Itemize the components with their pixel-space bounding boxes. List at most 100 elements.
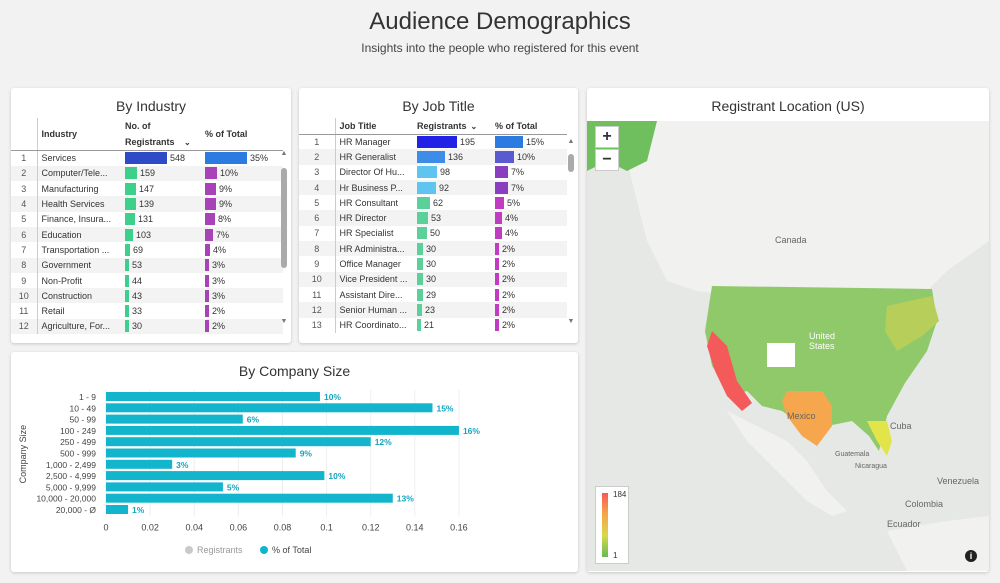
pct-bar: [495, 196, 504, 209]
pct-cell: 15%: [491, 134, 567, 149]
jobtitle-scrollbar[interactable]: ▲ ▼: [567, 138, 575, 328]
bar: [106, 392, 320, 401]
count-bar: [125, 167, 137, 180]
zoom-in-button[interactable]: +: [595, 126, 619, 148]
map-canvas[interactable]: Canada United States Mexico Cuba Guatema…: [587, 121, 989, 571]
count-cell: 195: [413, 134, 491, 149]
pct-cell: 3%: [201, 288, 283, 304]
table-row[interactable]: 7 Transportation ... 69 4%: [11, 242, 283, 258]
table-row[interactable]: 11 Retail 33 2%: [11, 303, 283, 319]
col-industry[interactable]: Industry: [37, 118, 121, 151]
pct-value: 2%: [502, 304, 516, 315]
count-bar: [417, 227, 427, 240]
state-northeast: [885, 296, 939, 351]
pct-bar: [205, 198, 216, 211]
table-row[interactable]: 12 Agriculture, For... 30 2%: [11, 318, 283, 335]
pct-value: 4%: [505, 228, 519, 239]
row-number: 4: [11, 196, 38, 212]
col-registrants[interactable]: No. of Registrants ⌄: [121, 118, 201, 151]
table-row[interactable]: 5 HR Consultant 62 5%: [299, 195, 567, 211]
scroll-down-icon[interactable]: ▼: [567, 318, 575, 325]
data-label: 9%: [300, 449, 313, 459]
table-row[interactable]: 10 Vice President ... 30 2%: [299, 271, 567, 287]
table-row[interactable]: 3 Manufacturing 147 9%: [11, 181, 283, 197]
zoom-out-button[interactable]: −: [595, 149, 619, 171]
table-row[interactable]: 5 Finance, Insura... 131 8%: [11, 211, 283, 227]
col-pct[interactable]: % of Total: [201, 118, 283, 151]
table-row[interactable]: 3 Director Of Hu... 98 7%: [299, 164, 567, 180]
industry-scrollbar[interactable]: ▲ ▼: [280, 150, 288, 330]
x-tick-label: 0.1: [320, 522, 333, 532]
table-row[interactable]: 7 HR Specialist 50 4%: [299, 225, 567, 242]
table-row[interactable]: 8 Government 53 3%: [11, 257, 283, 273]
pct-cell: 2%: [491, 271, 567, 287]
col-jobtitle[interactable]: Job Title: [335, 118, 413, 135]
scroll-thumb[interactable]: [568, 154, 574, 172]
table-row[interactable]: 10 Construction 43 3%: [11, 288, 283, 304]
table-row[interactable]: 2 Computer/Tele... 159 10%: [11, 165, 283, 182]
table-row[interactable]: 1 Services 548 35%: [11, 150, 283, 166]
info-icon[interactable]: i: [965, 550, 977, 562]
data-label: 16%: [463, 426, 480, 436]
row-number: 9: [11, 272, 38, 289]
companysize-chart: 0 0.02 0.04 0.06 0.08 0.1 0.12 0.14 0.16 1 - 9 10%…: [18, 390, 480, 555]
row-number: 8: [11, 257, 38, 273]
bar: [106, 471, 325, 481]
count-value: 131: [138, 214, 154, 225]
pct-cell: 9%: [201, 196, 283, 212]
bar: [106, 505, 129, 514]
count-value: 30: [426, 274, 437, 285]
pct-cell: 4%: [491, 226, 567, 241]
table-row[interactable]: 6 HR Director 53 4%: [299, 210, 567, 226]
sort-desc-icon[interactable]: ⌄: [470, 121, 478, 131]
scroll-up-icon[interactable]: ▲: [567, 138, 575, 145]
count-bar: [417, 319, 421, 332]
pct-bar: [205, 228, 213, 241]
count-value: 30: [426, 259, 437, 270]
table-row[interactable]: 6 Education 103 7%: [11, 226, 283, 243]
pct-value: 2%: [212, 306, 226, 317]
count-bar: [125, 289, 129, 302]
pct-cell: 5%: [491, 195, 567, 210]
table-row[interactable]: 4 Hr Business P... 92 7%: [299, 179, 567, 196]
map-legend: 184 1: [595, 486, 629, 564]
count-value: 136: [448, 151, 464, 162]
sort-desc-icon[interactable]: ⌄: [184, 138, 191, 147]
count-bar: [125, 320, 129, 333]
table-row[interactable]: 9 Office Manager 30 2%: [299, 256, 567, 272]
table-row[interactable]: 2 HR Generalist 136 10%: [299, 149, 567, 165]
table-row[interactable]: 4 Health Services 139 9%: [11, 196, 283, 212]
row-name: Services: [41, 153, 77, 164]
col-registrants[interactable]: Registrants ⌄: [413, 118, 491, 135]
row-name: Senior Human ...: [335, 302, 413, 318]
us-mainland: [705, 286, 937, 451]
land-north-america: [587, 121, 989, 321]
count-cell: 103: [121, 226, 201, 243]
row-number: 11: [11, 303, 38, 319]
table-row[interactable]: 11 Assistant Dire... 29 2%: [299, 286, 567, 303]
scroll-up-icon[interactable]: ▲: [280, 150, 288, 157]
scroll-thumb[interactable]: [281, 168, 287, 268]
col-registrants-label: No. of Registrants: [125, 121, 175, 147]
col-pct[interactable]: % of Total: [491, 118, 567, 135]
pct-cell: 4%: [201, 242, 283, 257]
pct-cell: 2%: [491, 302, 567, 318]
row-name: HR Generalist: [335, 149, 413, 165]
pct-bar: [205, 274, 209, 287]
table-row[interactable]: 13 HR Coordinato... 21 2%: [299, 317, 567, 333]
pct-cell: 3%: [201, 273, 283, 288]
legend-max: 184: [613, 490, 627, 499]
row-number: 8: [299, 241, 336, 257]
row-number: 5: [11, 211, 38, 227]
count-cell: 33: [121, 303, 201, 318]
table-row[interactable]: 8 HR Administra... 30 2%: [299, 241, 567, 257]
table-row[interactable]: 9 Non-Profit 44 3%: [11, 272, 283, 289]
data-label: 5%: [227, 482, 240, 492]
scroll-down-icon[interactable]: ▼: [280, 318, 288, 325]
pct-value: 3%: [212, 275, 226, 286]
table-row[interactable]: 12 Senior Human ... 23 2%: [299, 302, 567, 318]
count-bar: [417, 273, 423, 286]
pct-bar: [205, 320, 209, 333]
table-row[interactable]: 1 HR Manager 195 15%: [299, 134, 567, 150]
pct-value: 8%: [218, 214, 232, 225]
